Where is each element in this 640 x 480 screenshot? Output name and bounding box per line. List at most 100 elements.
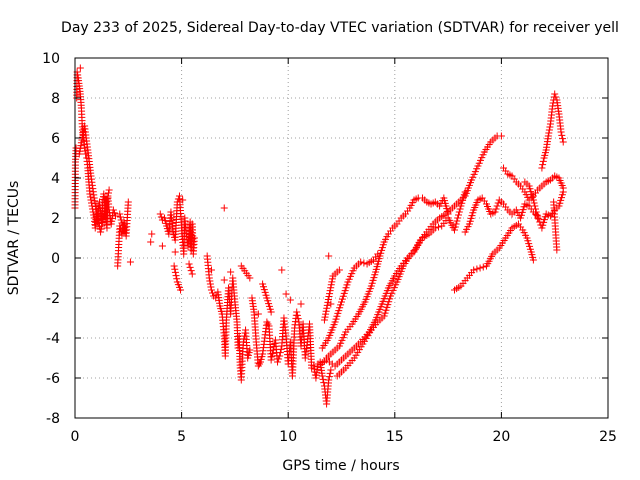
data-point	[431, 224, 439, 232]
data-point	[294, 315, 302, 323]
data-point	[105, 186, 113, 194]
data-point	[185, 260, 193, 268]
data-point	[328, 275, 336, 283]
y-tick-label: -2	[46, 291, 60, 307]
data-point	[205, 274, 213, 282]
data-point	[494, 199, 502, 207]
data-point	[531, 202, 539, 210]
data-point	[341, 287, 349, 295]
data-point	[119, 225, 127, 233]
data-point	[118, 219, 126, 227]
data-point	[76, 64, 84, 72]
data-point	[539, 161, 547, 169]
data-point	[186, 263, 194, 271]
data-point	[557, 128, 565, 136]
data-point	[276, 352, 284, 360]
data-point	[278, 266, 286, 274]
data-point	[293, 308, 301, 316]
data-point	[177, 286, 185, 294]
data-point	[333, 312, 341, 320]
data-point	[147, 238, 155, 246]
data-point	[117, 216, 125, 224]
data-point	[101, 204, 109, 212]
data-point	[546, 123, 554, 131]
data-point	[156, 210, 164, 218]
data-point	[269, 349, 277, 357]
data-point	[173, 275, 181, 283]
data-point	[325, 376, 333, 384]
data-point	[545, 126, 553, 134]
data-point	[275, 355, 283, 363]
data-point	[116, 210, 124, 218]
data-point	[276, 349, 284, 357]
data-point	[92, 205, 100, 213]
data-point	[335, 266, 343, 274]
x-axis-label: GPS time / hours	[282, 458, 399, 474]
data-point	[325, 293, 333, 301]
data-point	[497, 132, 505, 140]
data-point	[322, 307, 330, 315]
data-point	[97, 225, 105, 233]
data-point	[207, 286, 215, 294]
data-point	[331, 318, 339, 326]
data-point	[320, 316, 328, 324]
data-point	[327, 281, 335, 289]
data-point	[491, 208, 499, 216]
y-tick-label: -4	[46, 331, 60, 347]
y-tick-label: -6	[46, 371, 60, 387]
y-tick-label: 8	[51, 91, 60, 107]
data-point	[342, 284, 350, 292]
data-point	[126, 258, 134, 266]
data-point	[451, 223, 459, 231]
data-point	[336, 304, 344, 312]
data-point	[382, 306, 390, 314]
data-point	[105, 189, 113, 197]
y-tick-label: -8	[46, 411, 60, 427]
data-point	[473, 265, 481, 273]
data-point	[552, 93, 560, 101]
data-point	[282, 290, 290, 298]
y-axis-label: SDTVAR / TECUs	[6, 181, 22, 296]
data-point	[116, 213, 124, 221]
data-point	[338, 298, 345, 306]
data-point	[386, 295, 394, 303]
data-point	[461, 188, 469, 196]
data-point	[529, 196, 537, 204]
data-point	[172, 272, 180, 280]
data-point	[94, 214, 102, 222]
x-tick-label: 5	[177, 429, 186, 445]
y-tick-label: 10	[42, 51, 60, 67]
data-point	[380, 312, 388, 320]
data-point	[207, 266, 215, 274]
data-point	[188, 270, 196, 278]
data-point	[456, 205, 464, 213]
data-point	[534, 214, 542, 222]
data-point	[187, 267, 195, 275]
data-point	[206, 277, 214, 285]
data-point	[119, 222, 127, 230]
data-point	[246, 274, 254, 282]
data-point	[206, 280, 214, 288]
data-point	[325, 373, 333, 381]
data-point	[533, 211, 541, 219]
data-point	[479, 263, 487, 271]
data-point	[148, 230, 156, 238]
x-tick-label: 20	[492, 429, 510, 445]
data-point	[277, 345, 285, 353]
data-point	[559, 135, 567, 143]
data-point	[171, 265, 179, 273]
axis-ticks: 0 5 10 15 20 25 -8 -6 -4 -2 0 2 4 6 8 10	[42, 51, 617, 445]
data-point	[476, 264, 484, 272]
data-point	[267, 308, 275, 316]
data-point	[492, 205, 500, 213]
data-point	[493, 202, 501, 210]
data-point	[322, 310, 330, 318]
data-point	[98, 219, 106, 227]
data-point	[529, 256, 537, 264]
y-tick-label: 4	[51, 171, 60, 187]
data-point	[530, 199, 538, 207]
data-point	[337, 301, 345, 309]
data-point	[545, 129, 553, 137]
data-point	[179, 196, 187, 204]
data-point	[209, 289, 217, 297]
